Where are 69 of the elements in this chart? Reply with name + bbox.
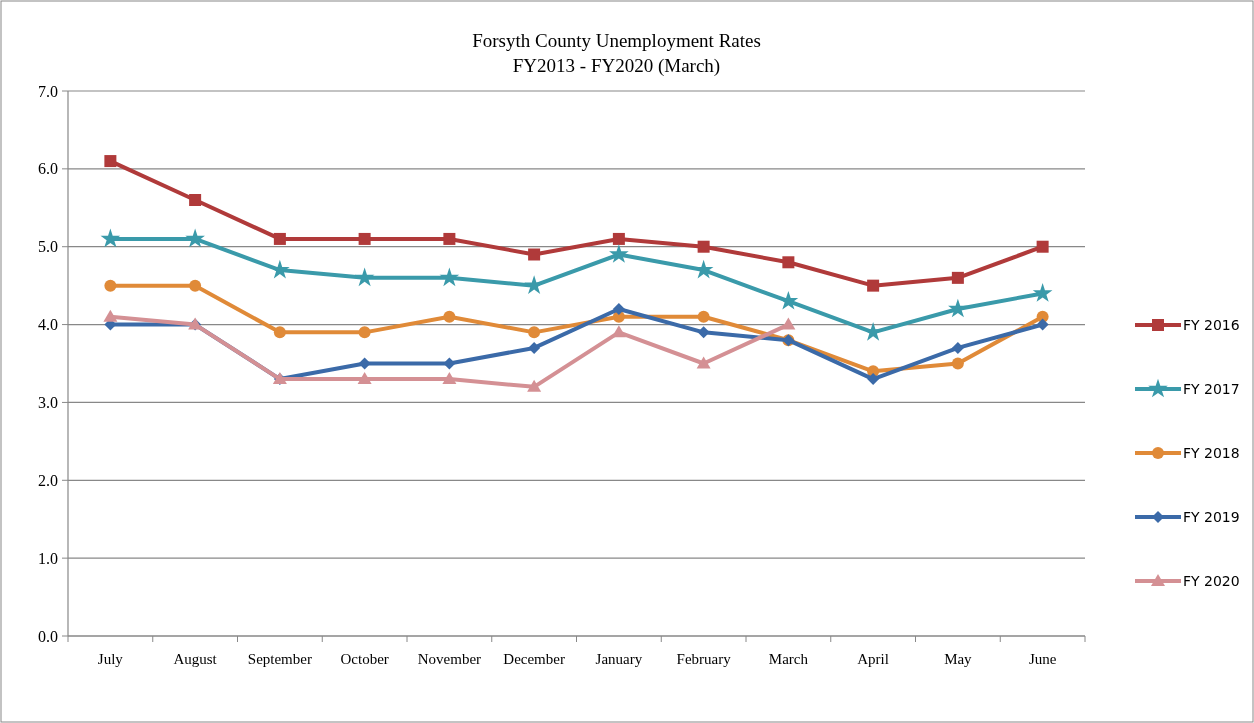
point bbox=[612, 232, 625, 245]
point bbox=[1036, 240, 1049, 253]
y-tick-label: 0.0 bbox=[38, 627, 58, 645]
y-tick-label: 5.0 bbox=[38, 238, 58, 256]
x-tick-label: February bbox=[676, 651, 732, 667]
x-tick-label: September bbox=[247, 651, 312, 667]
x-tick-label: October bbox=[340, 651, 389, 667]
point bbox=[189, 194, 202, 206]
point bbox=[104, 155, 117, 168]
point bbox=[104, 279, 117, 292]
y-tick-label: 3.0 bbox=[38, 394, 58, 412]
point bbox=[697, 326, 710, 339]
point bbox=[778, 290, 799, 310]
point bbox=[354, 267, 375, 287]
point bbox=[270, 259, 290, 279]
point bbox=[524, 275, 544, 295]
y-tick-label: 4.0 bbox=[38, 316, 58, 334]
point bbox=[697, 310, 710, 323]
point bbox=[782, 256, 795, 269]
point bbox=[442, 372, 457, 385]
y-tick-label: 7.0 bbox=[38, 82, 58, 100]
chart-subtitle: FY2013 - FY2020 (March) bbox=[512, 55, 721, 77]
point bbox=[696, 356, 711, 369]
y-tick-label: 2.0 bbox=[38, 471, 58, 489]
x-tick-label: December bbox=[503, 651, 565, 667]
point bbox=[273, 232, 286, 245]
point bbox=[1032, 283, 1053, 302]
point bbox=[189, 279, 202, 292]
point bbox=[273, 326, 286, 339]
point bbox=[612, 303, 625, 315]
point bbox=[1036, 318, 1049, 331]
y-tick-label: 1.0 bbox=[38, 549, 58, 567]
x-tick-label: January bbox=[595, 651, 643, 667]
point bbox=[867, 279, 880, 292]
legend-label: FY 2018 bbox=[1183, 444, 1240, 461]
point bbox=[697, 240, 710, 253]
legend-label: FY 2020 bbox=[1183, 572, 1240, 589]
y-tick-label: 6.0 bbox=[38, 160, 58, 178]
point bbox=[358, 232, 371, 245]
x-tick-label: July bbox=[97, 651, 124, 667]
point bbox=[527, 379, 542, 392]
legend-label: FY 2016 bbox=[1183, 316, 1240, 333]
point bbox=[951, 357, 964, 370]
x-tick-label: May bbox=[944, 651, 973, 667]
point bbox=[951, 271, 964, 284]
x-tick-label: March bbox=[768, 651, 809, 667]
point bbox=[948, 298, 968, 318]
point bbox=[951, 341, 964, 354]
x-tick-label: August bbox=[173, 651, 218, 667]
legend-label: FY 2019 bbox=[1183, 508, 1240, 525]
point bbox=[185, 228, 205, 248]
x-tick-label: June bbox=[1028, 651, 1057, 667]
point bbox=[867, 373, 880, 386]
legend-label: FY 2017 bbox=[1183, 380, 1240, 397]
point bbox=[357, 372, 372, 385]
chart-title: Forsyth County Unemployment Rates bbox=[472, 30, 761, 51]
point bbox=[528, 248, 541, 261]
point bbox=[358, 326, 371, 339]
x-tick-label: November bbox=[417, 651, 482, 667]
point bbox=[528, 326, 541, 339]
point bbox=[443, 232, 456, 245]
point bbox=[443, 310, 456, 323]
point bbox=[528, 341, 541, 354]
x-tick-label: April bbox=[857, 651, 889, 667]
point bbox=[781, 317, 796, 330]
point bbox=[609, 244, 629, 263]
point bbox=[100, 228, 121, 248]
point bbox=[439, 267, 460, 287]
point bbox=[103, 309, 118, 322]
